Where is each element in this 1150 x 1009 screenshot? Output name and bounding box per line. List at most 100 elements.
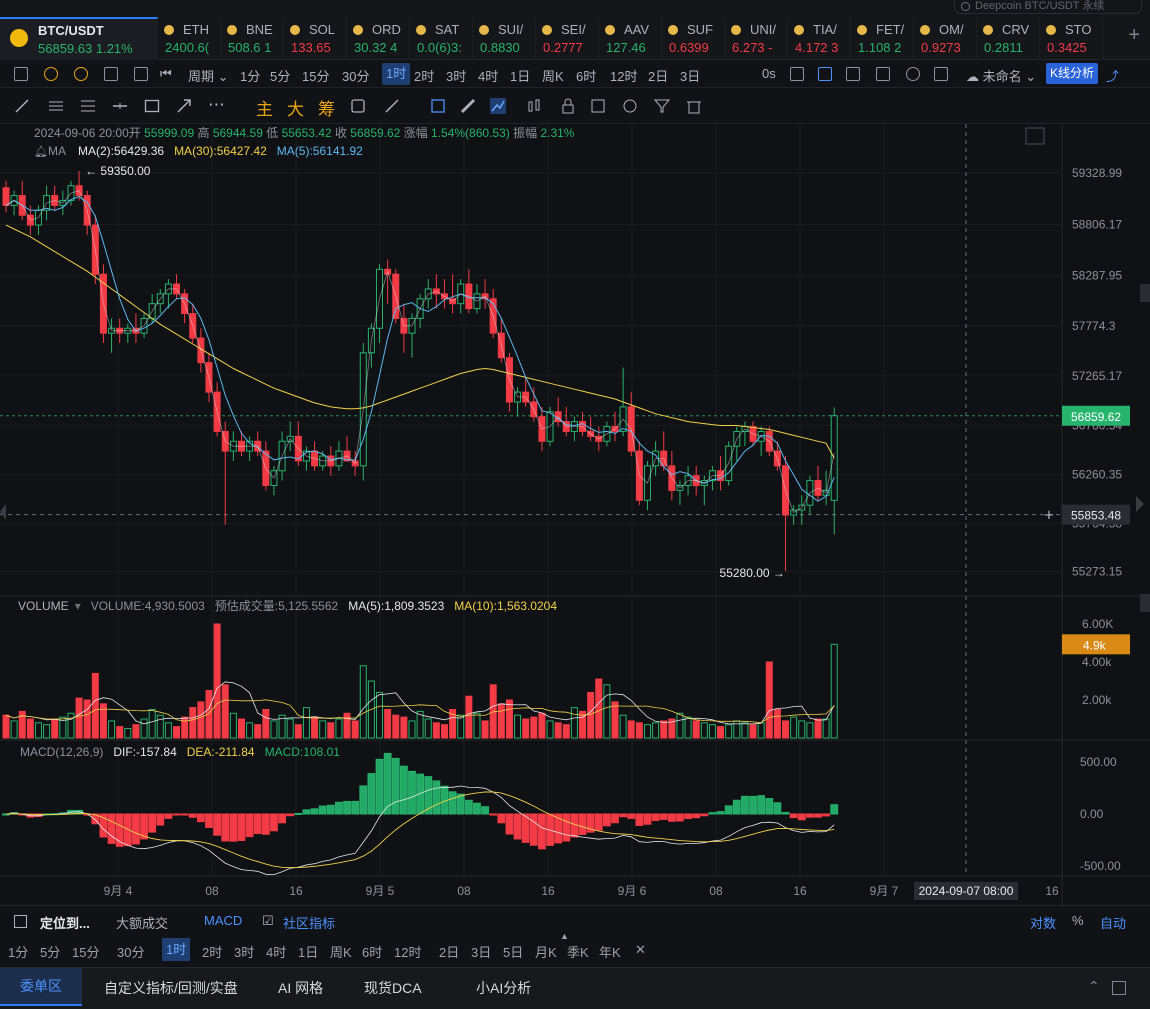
macd-bar[interactable] bbox=[107, 813, 116, 844]
candle[interactable] bbox=[173, 274, 181, 299]
interval-8[interactable]: 1日 bbox=[510, 69, 531, 84]
candle[interactable] bbox=[505, 352, 513, 412]
kline-analysis-button[interactable]: K线分析 bbox=[1046, 63, 1098, 84]
macd-bar[interactable] bbox=[156, 813, 165, 826]
note-icon[interactable] bbox=[590, 98, 606, 114]
volume-bar[interactable] bbox=[814, 718, 822, 739]
volume-bar[interactable] bbox=[643, 724, 651, 739]
volume-bar[interactable] bbox=[497, 703, 505, 739]
macd-bar[interactable] bbox=[335, 801, 343, 815]
volume-bar[interactable] bbox=[830, 643, 838, 739]
volume-bar[interactable] bbox=[148, 709, 156, 739]
bottom-interval-2[interactable]: 15分 bbox=[72, 945, 100, 960]
candle[interactable] bbox=[408, 313, 416, 358]
macd-bar[interactable] bbox=[261, 813, 270, 835]
ticker-11[interactable]: TIA/4.172 3 bbox=[788, 17, 851, 60]
macd-bar[interactable] bbox=[676, 813, 684, 822]
candle[interactable] bbox=[416, 293, 424, 329]
macd-bar[interactable] bbox=[180, 813, 189, 816]
macd-bar[interactable] bbox=[724, 805, 733, 815]
volume-bar[interactable] bbox=[2, 714, 10, 739]
volume-bar[interactable] bbox=[294, 724, 302, 739]
volume-bar[interactable] bbox=[733, 720, 741, 739]
volume-bar[interactable] bbox=[554, 722, 562, 739]
macd-bar[interactable] bbox=[570, 813, 579, 838]
volume-bar[interactable] bbox=[538, 712, 546, 739]
volume-bar[interactable] bbox=[116, 726, 124, 739]
volume-bar[interactable] bbox=[246, 722, 254, 739]
volume-bar[interactable] bbox=[18, 710, 26, 739]
volume-bar[interactable] bbox=[351, 720, 359, 739]
arrow-icon[interactable] bbox=[176, 98, 192, 114]
interval-13[interactable]: 3日 bbox=[680, 69, 701, 84]
volume-bar[interactable] bbox=[108, 720, 116, 739]
bottom-interval-3[interactable]: 30分 bbox=[117, 945, 145, 960]
macd-bar[interactable] bbox=[554, 813, 563, 844]
candle[interactable] bbox=[562, 406, 570, 437]
layout-icon[interactable] bbox=[134, 67, 148, 81]
calendar-icon[interactable] bbox=[104, 67, 118, 81]
macd-button[interactable]: MACD bbox=[204, 913, 243, 928]
candle[interactable] bbox=[400, 303, 408, 353]
candle[interactable] bbox=[2, 180, 10, 213]
candle[interactable] bbox=[286, 421, 294, 452]
macd-bar[interactable] bbox=[294, 813, 303, 816]
volume-bar[interactable] bbox=[725, 724, 733, 739]
lightning-icon[interactable] bbox=[74, 67, 88, 81]
interval-3[interactable]: 30分 bbox=[342, 69, 370, 84]
macd-bar[interactable] bbox=[326, 804, 335, 815]
bottom-tab-4[interactable]: 小AI分析 bbox=[476, 980, 532, 996]
volume-bar[interactable] bbox=[619, 714, 627, 739]
draw-mode-icon[interactable] bbox=[490, 98, 506, 114]
volume-bar[interactable] bbox=[359, 665, 367, 739]
volume-bar[interactable] bbox=[660, 720, 668, 739]
ticker-4[interactable]: ORD 30.32 4 bbox=[347, 17, 410, 60]
ticker-10[interactable]: UNI/6.273 - bbox=[725, 17, 788, 60]
ticker-12[interactable]: FET/1.108 2 bbox=[851, 17, 914, 60]
macd-bar[interactable] bbox=[822, 813, 831, 817]
pen-icon[interactable] bbox=[818, 67, 832, 81]
auto-scale-button[interactable]: 自动 bbox=[1100, 916, 1127, 931]
macd-bar[interactable] bbox=[538, 813, 546, 850]
volume-bar[interactable] bbox=[514, 714, 522, 739]
big-trades-button[interactable]: 大额成交 bbox=[116, 916, 169, 931]
volume-bar[interactable] bbox=[757, 722, 765, 739]
macd-bar[interactable] bbox=[716, 811, 725, 815]
candle[interactable] bbox=[213, 382, 221, 437]
volume-bar[interactable] bbox=[213, 623, 221, 739]
volume-bar[interactable] bbox=[140, 718, 148, 739]
macd-bar[interactable] bbox=[619, 813, 628, 818]
candle[interactable] bbox=[51, 185, 59, 211]
volume-bar[interactable] bbox=[790, 716, 798, 739]
volume-bar[interactable] bbox=[237, 718, 245, 739]
volume-bar[interactable] bbox=[773, 709, 781, 739]
volume-bar[interactable] bbox=[465, 695, 473, 739]
main-chip-button[interactable]: 主 bbox=[256, 100, 273, 119]
bottom-interval-13[interactable]: 3日 bbox=[471, 945, 492, 960]
volume-bar[interactable] bbox=[124, 728, 132, 739]
volume-bar[interactable] bbox=[99, 703, 107, 739]
bottom-interval-14[interactable]: 5日 bbox=[503, 945, 524, 960]
macd-bar[interactable] bbox=[521, 813, 530, 843]
chip-button[interactable]: 筹 bbox=[318, 100, 335, 119]
interval-4[interactable]: 1时 bbox=[382, 63, 411, 85]
volume-dropdown-icon[interactable]: ▾ bbox=[75, 599, 81, 613]
candle[interactable] bbox=[676, 480, 684, 506]
fullscreen-icon[interactable] bbox=[934, 67, 948, 81]
volume-bar[interactable] bbox=[10, 720, 18, 739]
macd-bar[interactable] bbox=[814, 813, 822, 818]
macd-bar[interactable] bbox=[594, 813, 603, 831]
volume-bar[interactable] bbox=[278, 714, 286, 739]
macd-bar[interactable] bbox=[749, 795, 757, 815]
candle[interactable] bbox=[376, 264, 384, 343]
macd-bar[interactable] bbox=[586, 813, 595, 833]
volume-bar[interactable] bbox=[384, 709, 392, 739]
volume-bar[interactable] bbox=[692, 720, 700, 739]
macd-bar[interactable] bbox=[529, 813, 538, 846]
filter-icon[interactable] bbox=[654, 98, 670, 114]
share-icon[interactable]: ⤴ bbox=[1106, 69, 1120, 84]
bottom-interval-5[interactable]: 2时 bbox=[202, 945, 223, 960]
lock-icon[interactable] bbox=[560, 98, 576, 114]
interval-5[interactable]: 2时 bbox=[414, 69, 435, 84]
bottom-tab-3[interactable]: 现货DCA bbox=[364, 980, 422, 996]
